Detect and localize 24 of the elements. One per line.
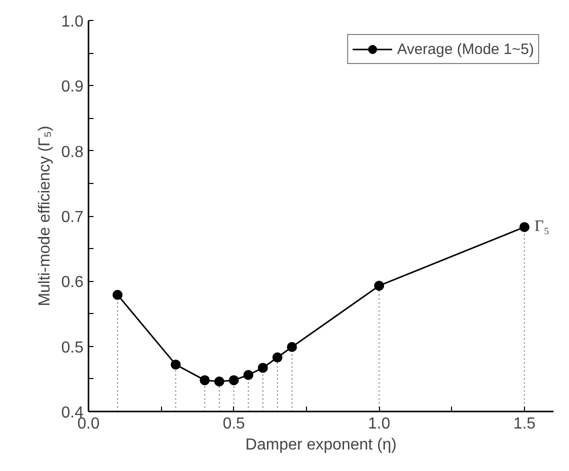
- x-tick-label: 0.5: [222, 416, 246, 432]
- point: [243, 370, 254, 380]
- y-tick-label: 1.0: [61, 14, 84, 30]
- legend-label: Average (Mode 1~5): [397, 40, 534, 58]
- point: [258, 362, 268, 373]
- y-axis-title: Multi-mode efficiency (Γ₅): [36, 126, 54, 306]
- y-tick-label: 0.8: [61, 144, 84, 161]
- point: [272, 352, 282, 362]
- point: [170, 360, 181, 370]
- point: [374, 280, 384, 291]
- y-tick-label: 0.6: [61, 274, 84, 292]
- y-tick-label: 0.9: [61, 78, 84, 96]
- x-tick-label: 1.0: [368, 416, 390, 432]
- y-tick-label: 0.7: [61, 209, 84, 226]
- point: [112, 290, 123, 300]
- annotation: Γ₅: [534, 218, 550, 236]
- point: [286, 342, 297, 352]
- x-axis-title: Damper exponent (η): [245, 436, 397, 454]
- point: [519, 222, 530, 232]
- y-tick-label: 0.5: [61, 339, 84, 356]
- point: [228, 375, 239, 386]
- x-tick-label: 1.5: [513, 416, 536, 432]
- point: [214, 376, 224, 387]
- point: [200, 375, 210, 386]
